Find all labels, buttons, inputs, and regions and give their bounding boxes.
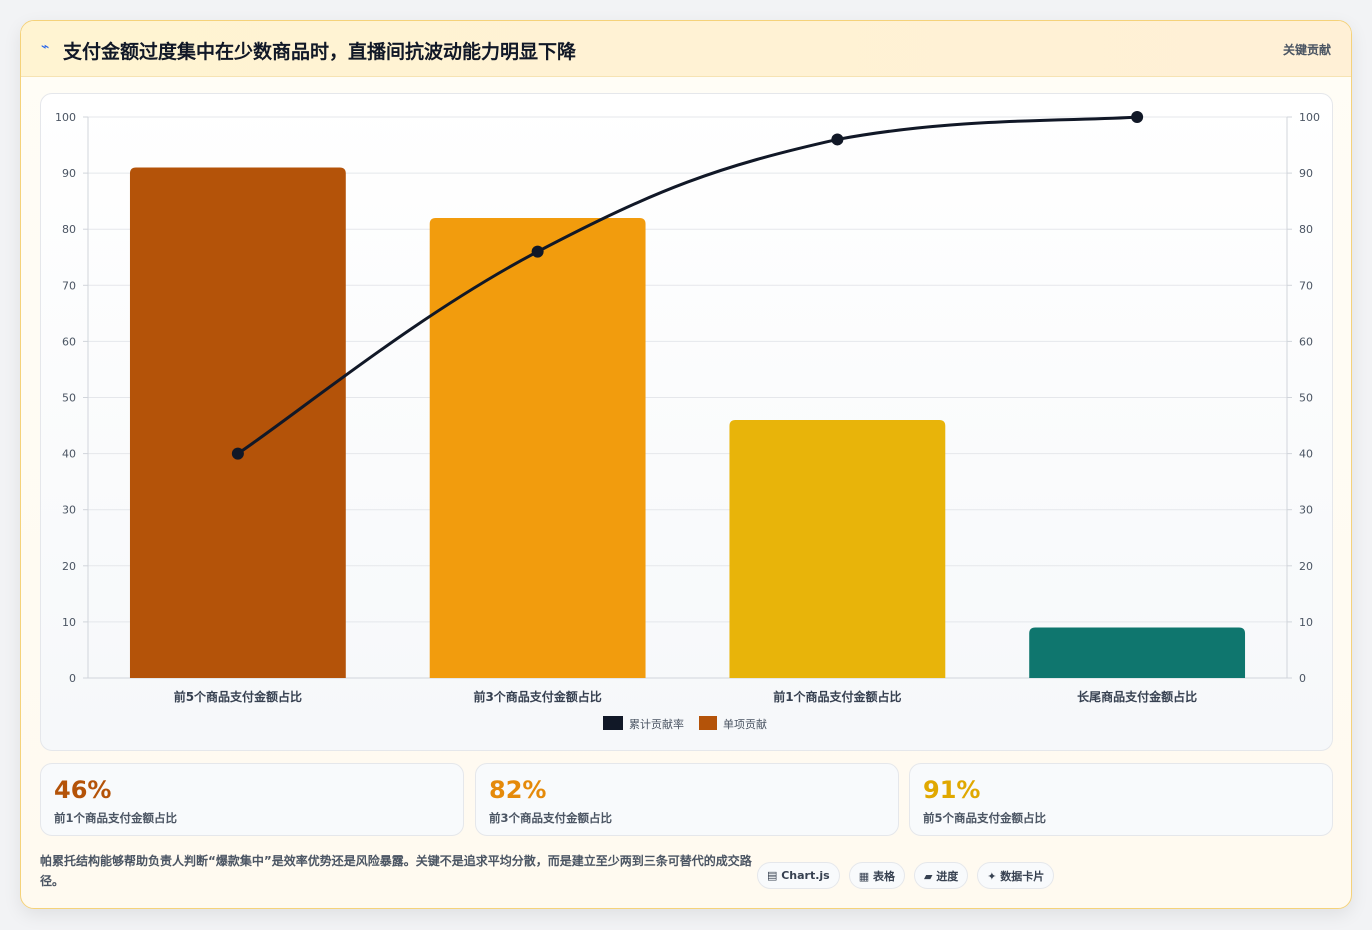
y2-tick-label: 90: [1299, 167, 1313, 180]
chart-card: ⌁ 支付金额过度集中在少数商品时，直播间抗波动能力明显下降 关键贡献 0 0 10 1…: [20, 20, 1352, 909]
stat-value: 82%: [489, 776, 547, 804]
legend-swatch-single: [699, 716, 717, 730]
y2-tick-label: 50: [1299, 392, 1313, 405]
y2-tick-label: 0: [1299, 672, 1306, 685]
footer-note: 帕累托结构能够帮助负责人判断“爆款集中”是效率优势还是风险暴露。关键不是追求平均…: [40, 854, 752, 888]
y-tick-label: 70: [62, 279, 76, 292]
y2-tick-label: 20: [1299, 560, 1313, 573]
x-tick-label: 前1个商品支付金额占比: [773, 689, 901, 704]
y-tick-label: 80: [62, 223, 76, 236]
stat-card-top5: 91% 前5个商品支付金额占比: [909, 763, 1333, 836]
y-tick-label: 100: [55, 111, 76, 124]
stat-label: 前5个商品支付金额占比: [923, 811, 1047, 825]
y2-tick-label: 100: [1299, 111, 1320, 124]
stat-card-top3: 82% 前3个商品支付金额占比: [475, 763, 899, 836]
bar: [729, 419, 946, 678]
bar: [1029, 627, 1246, 678]
cumulative-point: [1131, 111, 1144, 123]
legend-label-cumulative: 累计贡献率: [629, 717, 684, 731]
cumulative-point: [231, 447, 244, 460]
table-pill[interactable]: ▦ 表格: [848, 862, 905, 889]
y-tick-label: 40: [62, 448, 76, 461]
y-tick-label: 60: [62, 335, 76, 348]
cumulative-point: [831, 133, 844, 146]
data-card-pill[interactable]: ✦ 数据卡片: [977, 862, 1055, 889]
y-tick-label: 20: [62, 560, 76, 573]
y-tick-label: 30: [62, 504, 76, 517]
stat-value: 91%: [923, 776, 981, 804]
stat-value: 46%: [54, 776, 112, 804]
cumulative-point: [531, 245, 544, 258]
y-tick-label: 50: [62, 392, 76, 405]
stat-label: 前1个商品支付金额占比: [54, 811, 178, 825]
stat-card-top1: 46% 前1个商品支付金额占比: [40, 763, 464, 836]
x-tick-label: 长尾商品支付金额占比: [1077, 689, 1197, 704]
y2-tick-label: 60: [1299, 335, 1313, 348]
header-tag: 关键贡献: [1282, 43, 1331, 57]
stat-label: 前3个商品支付金额占比: [489, 811, 613, 825]
pareto-chart: 0 0 10 10 20 20 30 30 40 40 50 50 60 60 70 70 80 80 90 90 10…: [55, 111, 1320, 731]
y-tick-label: 90: [62, 167, 76, 180]
bar: [429, 217, 646, 678]
chart-panel: 0 0 10 10 20 20 30 30 40 40 50 50 60 60 70 70 80 80 90 90 10…: [40, 93, 1333, 751]
y-tick-label: 0: [69, 672, 76, 685]
y2-tick-label: 10: [1299, 616, 1313, 629]
card-header: ⌁ 支付金额过度集中在少数商品时，直播间抗波动能力明显下降 关键贡献: [21, 21, 1351, 77]
feature-pills: ▤ Chart.js ▦ 表格 ▰ 进度 ✦ 数据卡片: [757, 862, 1055, 889]
y2-tick-label: 80: [1299, 223, 1313, 236]
y2-tick-label: 40: [1299, 448, 1313, 461]
y2-tick-label: 70: [1299, 279, 1313, 292]
lightning-icon: ⌁: [41, 39, 50, 55]
legend-swatch-cumulative: [603, 716, 623, 730]
progress-pill[interactable]: ▰ 进度: [913, 862, 969, 889]
y2-tick-label: 30: [1299, 504, 1313, 517]
chartjs-pill[interactable]: ▤ Chart.js: [757, 862, 840, 889]
chart-title: 支付金额过度集中在少数商品时，直播间抗波动能力明显下降: [63, 41, 577, 63]
cumulative-line: [237, 115, 1138, 455]
bar: [129, 167, 346, 678]
x-tick-label: 前5个商品支付金额占比: [174, 689, 302, 704]
x-tick-label: 前3个商品支付金额占比: [473, 689, 601, 704]
y-tick-label: 10: [62, 616, 76, 629]
legend-label-single: 单项贡献: [723, 717, 767, 731]
